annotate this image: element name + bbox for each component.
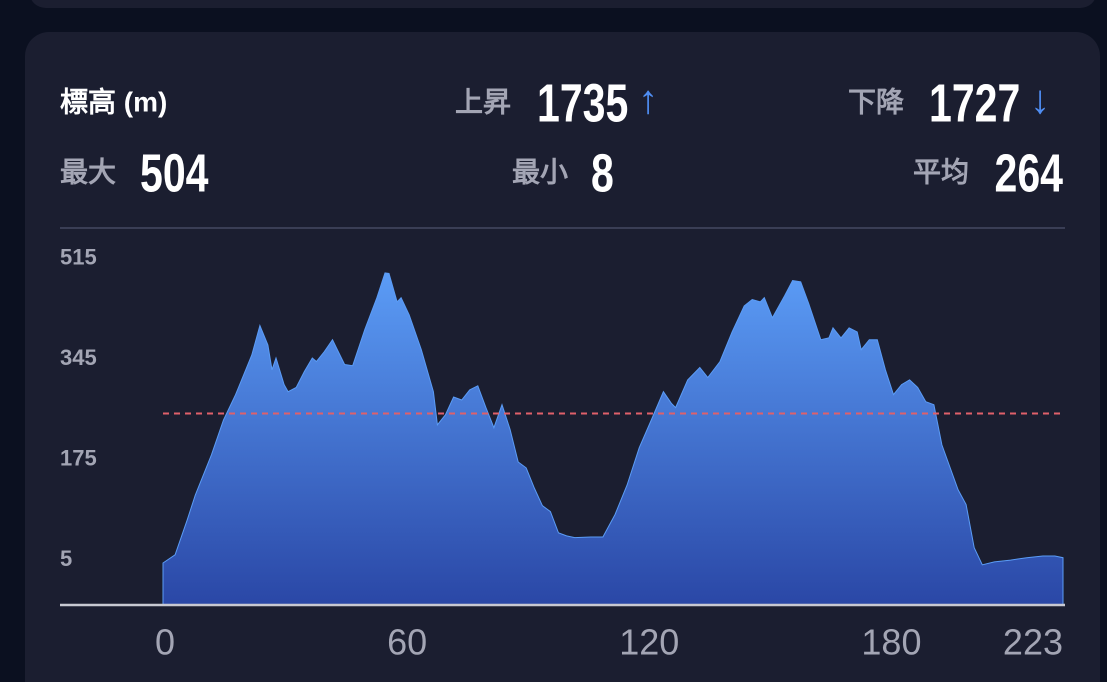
x-tick-label: 223 — [1003, 622, 1063, 663]
x-tick-label: 60 — [387, 622, 427, 663]
y-tick-label: 515 — [60, 245, 97, 270]
x-tick-label: 180 — [861, 622, 921, 663]
stat-label: 上昇 — [455, 87, 511, 118]
elevation-area — [162, 272, 1064, 606]
x-tick-label: 120 — [619, 622, 679, 663]
plot: 5 175 345 515 0 60 120 180 223 — [60, 245, 1065, 663]
stat-value: 1727 — [929, 74, 1020, 134]
stat-value: 8 — [591, 144, 614, 204]
stat-label: 下降 — [848, 87, 905, 118]
x-tick-label: 0 — [155, 622, 175, 663]
card-title: 標高 (m) — [60, 87, 167, 118]
stat-label: 平均 — [913, 157, 969, 188]
stat-arrow: ↓ — [1030, 78, 1050, 122]
stat-label: 最大 — [60, 157, 116, 188]
stat-arrow: ↑ — [638, 78, 658, 122]
stat-label: 最小 — [512, 157, 568, 188]
stat-value: 504 — [140, 144, 209, 204]
y-tick-label: 5 — [60, 546, 72, 571]
y-tick-label: 175 — [60, 446, 97, 471]
prev-card — [31, 0, 1095, 8]
y-tick-label: 345 — [60, 345, 97, 370]
stat-value: 264 — [995, 144, 1064, 204]
stat-value: 1735 — [537, 74, 628, 134]
